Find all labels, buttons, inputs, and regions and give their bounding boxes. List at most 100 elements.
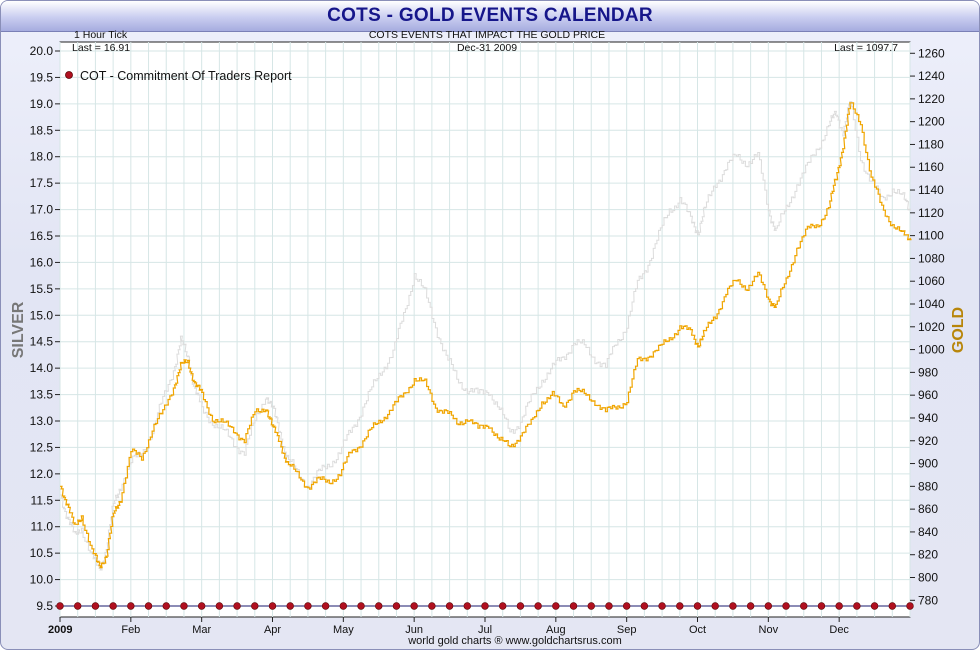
cot-event-point [746, 602, 755, 610]
cot-event-point [835, 602, 843, 610]
right-tick-label: 1040 [918, 297, 945, 311]
right-tick-label: 1160 [918, 160, 944, 174]
month-label: 2009 [48, 624, 72, 636]
left-tick-label: 12.5 [30, 440, 54, 454]
cot-event-point [251, 602, 259, 610]
cot-event-point [215, 602, 224, 610]
cot-event-point [640, 602, 649, 610]
month-label: Feb [121, 624, 140, 636]
right-tick-label: 1000 [918, 343, 945, 357]
gold-last-label: Last = 1097.7 [834, 42, 898, 54]
left-tick-label: 20.0 [30, 44, 54, 58]
month-label: May [333, 624, 354, 636]
left-axis-label: SILVER [10, 301, 27, 358]
subtitle: COTS EVENTS THAT IMPACT THE GOLD PRICE [369, 29, 605, 41]
left-tick-label: 11.0 [31, 520, 54, 534]
right-tick-label: 820 [918, 548, 938, 562]
right-axis-ticks: 1260 1240 1220 1200 1180 1160 1140 1120 1100 1080… [910, 46, 945, 607]
left-tick-label: 15.5 [30, 282, 54, 296]
cot-event-point [392, 602, 401, 610]
cot-event-point [764, 602, 773, 610]
left-tick-label: 16.5 [30, 229, 54, 243]
left-axis-ticks: 20.0 19.5 19.0 18.5 18.0 17.5 17.0 16.5 16.0 15.5… [30, 44, 60, 613]
left-tick-label: 15.0 [30, 308, 54, 322]
cot-event-point [304, 602, 312, 610]
chart-title: COTS - GOLD EVENTS CALENDAR [327, 5, 653, 26]
cot-event-point [109, 602, 117, 610]
month-label: Oct [689, 624, 706, 636]
cot-event-point [499, 602, 507, 610]
cot-event-point [658, 602, 666, 610]
cot-event-point [870, 602, 879, 610]
cot-event-point [516, 602, 525, 610]
month-label: Jul [478, 624, 492, 636]
cot-event-point [587, 602, 595, 610]
right-tick-label: 840 [918, 525, 938, 539]
series-line-silver [60, 101, 912, 571]
month-label: Aug [546, 624, 566, 636]
right-tick-label: 1080 [918, 251, 945, 265]
cot-event-point [853, 602, 861, 610]
right-tick-label: 1100 [918, 229, 944, 243]
cot-event-point [127, 602, 135, 610]
month-label: Apr [264, 624, 281, 636]
left-tick-label: 13.0 [30, 414, 54, 428]
right-tick-label: 1220 [918, 92, 945, 106]
cot-event-point [357, 602, 365, 610]
date-label: Dec-31 2009 [457, 42, 517, 54]
month-axis-ticks: 2009 Feb Mar Apr May Jun Jul Aug Sep Oct Nov Dec [48, 617, 849, 636]
month-label: Jun [405, 624, 423, 636]
cot-event-point [711, 602, 719, 610]
left-tick-label: 14.0 [30, 361, 54, 375]
cot-event-point [339, 602, 348, 610]
cot-event-point [481, 602, 489, 610]
right-tick-label: 1140 [918, 183, 944, 197]
cot-event-point [817, 602, 826, 610]
series-line-gold [60, 102, 912, 569]
legend-marker [65, 71, 73, 79]
month-label: Sep [617, 624, 637, 636]
series-group [60, 101, 912, 571]
legend-label: COT - Commitment Of Traders Report [80, 69, 292, 83]
cot-event-point [180, 602, 188, 610]
left-tick-label: 18.0 [30, 150, 54, 164]
right-tick-label: 1020 [918, 320, 945, 334]
cot-event-point [463, 602, 471, 610]
cot-event-point [268, 602, 277, 610]
cot-event-point [162, 602, 170, 610]
title-bar: COTS - GOLD EVENTS CALENDAR [1, 1, 979, 32]
month-label: Dec [829, 624, 849, 636]
left-tick-label: 17.5 [30, 176, 54, 190]
right-tick-label: 960 [918, 388, 938, 402]
month-label: Nov [759, 624, 779, 636]
grid-lines [59, 42, 911, 617]
right-tick-label: 1200 [918, 115, 945, 129]
right-tick-label: 980 [918, 365, 938, 379]
cot-event-point [445, 602, 454, 610]
right-tick-label: 1120 [918, 206, 944, 220]
right-tick-label: 920 [918, 434, 938, 448]
left-tick-label: 19.5 [30, 70, 54, 84]
cot-event-point [729, 602, 737, 610]
cot-event-point [693, 602, 702, 610]
right-tick-label: 940 [918, 411, 938, 425]
interval-label: 1 Hour Tick [74, 29, 128, 41]
cot-event-point [233, 602, 241, 610]
cot-event-point [321, 602, 330, 610]
left-tick-label: 12.0 [30, 467, 54, 481]
month-label: Mar [192, 624, 211, 636]
cot-event-point [906, 602, 914, 610]
cot-event-point [56, 602, 64, 610]
left-tick-label: 18.5 [30, 123, 54, 137]
right-tick-label: 1260 [918, 46, 945, 60]
footer-credit: world gold charts ® www.goldchartsrus.co… [407, 635, 622, 647]
cot-event-point [605, 602, 613, 610]
left-tick-label: 10.0 [30, 573, 54, 587]
right-tick-label: 880 [918, 479, 938, 493]
cot-event-point [782, 602, 790, 610]
cot-event-point [91, 602, 100, 610]
left-tick-label: 19.0 [30, 97, 54, 111]
cot-event-point [676, 602, 684, 610]
right-axis-label: GOLD [950, 307, 967, 353]
